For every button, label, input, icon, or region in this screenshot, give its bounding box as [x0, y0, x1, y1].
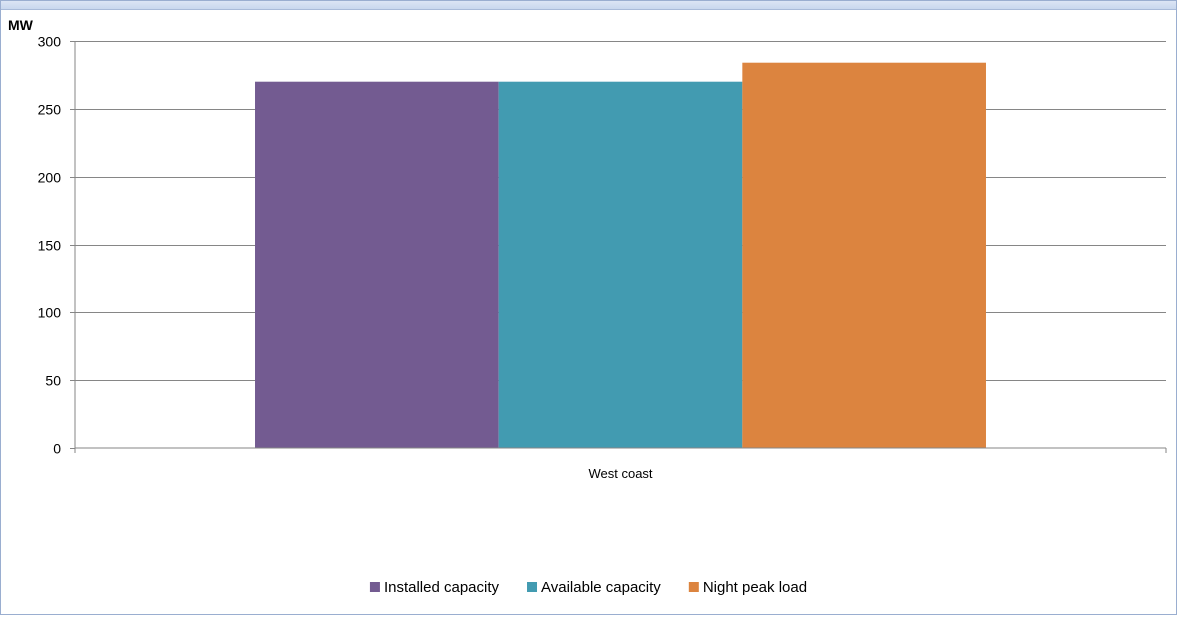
bar-available-capacity: [498, 81, 743, 448]
legend-item: Available capacity: [527, 579, 661, 596]
y-tick-label: 100: [38, 305, 62, 321]
y-tick-label: 50: [45, 373, 61, 389]
bar-installed-capacity: [255, 81, 499, 448]
bars: [255, 62, 986, 448]
legend-label: Installed capacity: [384, 579, 500, 596]
y-tick-label: 0: [53, 441, 61, 457]
window-top-bar: [1, 1, 1176, 10]
legend-item: Installed capacity: [369, 579, 500, 596]
y-tick-label: 150: [38, 238, 62, 254]
y-tick-label: 250: [38, 102, 62, 118]
y-axis-label: MW: [8, 17, 34, 33]
legend: Installed capacity Available capacity Nigh…: [369, 579, 807, 596]
bar-night-peak-load: [742, 62, 986, 448]
y-tick-labels: 0 50 100 150 200 250 300: [38, 34, 62, 457]
axes: [74, 41, 1166, 449]
legend-swatch: [527, 582, 538, 592]
legend-item: Night peak load: [688, 579, 807, 596]
y-tick-label: 200: [38, 170, 62, 186]
legend-swatch: [369, 582, 380, 592]
y-tick-label: 300: [38, 34, 62, 50]
legend-label: Night peak load: [703, 579, 807, 596]
x-tick-label: West coast: [588, 466, 652, 481]
x-tick-labels: West coast: [588, 466, 652, 481]
legend-label: Available capacity: [541, 579, 661, 596]
legend-swatch: [688, 582, 699, 592]
